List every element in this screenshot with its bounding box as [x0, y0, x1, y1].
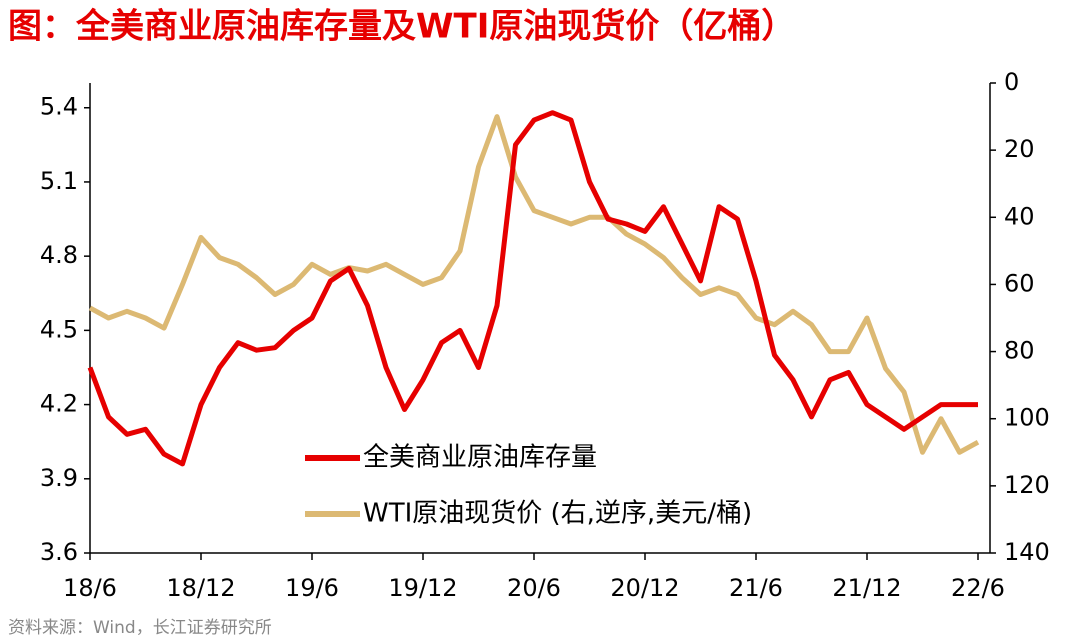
y-tick-label: 3.9 [40, 464, 78, 492]
series-line [87, 110, 978, 467]
y-tick-label: 4.5 [40, 315, 78, 343]
legend-label: 全美商业原油库存量 [363, 443, 597, 473]
y-tick-label: 5.1 [40, 167, 78, 195]
x-tick-label: 22/6 [951, 574, 1005, 602]
y2-tick-label: 80 [1004, 337, 1035, 365]
x-tick-label: 18/12 [166, 574, 235, 602]
y2-tick-label: 140 [1004, 538, 1050, 566]
y-tick-label: 5.4 [40, 93, 78, 121]
y2-tick-label: 40 [1004, 202, 1035, 230]
source-note: 资料来源：Wind，长江证券研究所 [8, 618, 272, 638]
series-line [88, 114, 980, 455]
x-tick-label: 19/6 [285, 574, 339, 602]
x-tick-label: 21/12 [832, 574, 901, 602]
y-tick-label: 4.2 [40, 390, 78, 418]
x-tick-label: 20/12 [610, 574, 679, 602]
y2-tick-label: 100 [1004, 404, 1050, 432]
chart-title: 图：全美商业原油库存量及WTI原油现货价（亿桶） [8, 7, 795, 47]
x-tick-label: 21/6 [729, 574, 783, 602]
x-tick-label: 18/6 [63, 574, 117, 602]
y2-tick-label: 120 [1004, 471, 1050, 499]
y2-tick-label: 0 [1004, 68, 1019, 96]
legend-label: WTI原油现货价 (右,逆序,美元/桶) [363, 499, 752, 529]
y2-tick-label: 60 [1004, 269, 1035, 297]
y-tick-label: 4.8 [40, 241, 78, 269]
x-tick-label: 19/12 [388, 574, 457, 602]
x-tick-label: 20/6 [507, 574, 561, 602]
y2-tick-label: 20 [1004, 135, 1035, 163]
y-tick-label: 3.6 [40, 538, 78, 566]
